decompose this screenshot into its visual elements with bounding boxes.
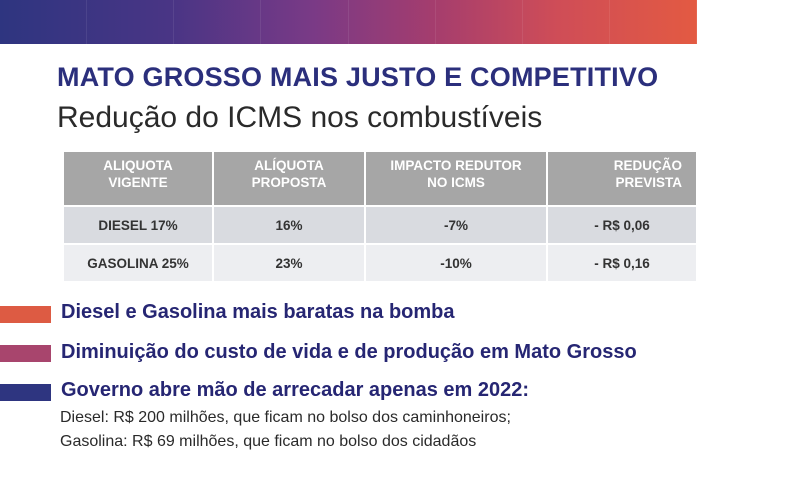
slide-title: MATO GROSSO MAIS JUSTO E COMPETITIVO xyxy=(57,62,659,92)
decorative-gradient-bar xyxy=(0,0,697,44)
icms-table: ALIQUOTA VIGENTE ALÍQUOTA PROPOSTA IMPAC… xyxy=(64,152,696,281)
slide-subtitle: Redução do ICMS nos combustíveis xyxy=(57,101,543,134)
bullet-text-3: Governo abre mão de arrecadar apenas em … xyxy=(61,379,530,401)
bullet-text-1: Diesel e Gasolina mais baratas na bomba xyxy=(61,301,455,323)
header-aliquota-proposta: ALÍQUOTA PROPOSTA xyxy=(213,152,366,206)
cell-impact: -7% xyxy=(365,205,548,244)
detail-gasolina: Gasolina: R$ 69 milhões, que ficam no bo… xyxy=(60,433,477,450)
header-line: NO ICMS xyxy=(427,175,485,190)
header-line: VIGENTE xyxy=(108,175,168,190)
header-line: ALÍQUOTA xyxy=(254,158,324,173)
cell-fuel: DIESEL 17% xyxy=(64,205,214,244)
detail-diesel: Diesel: R$ 200 milhões, que ficam no bol… xyxy=(60,409,511,426)
cell-reduction: - R$ 0,06 xyxy=(547,205,696,244)
header-aliquota-vigente: ALIQUOTA VIGENTE xyxy=(64,152,214,206)
table-header-row: ALIQUOTA VIGENTE ALÍQUOTA PROPOSTA IMPAC… xyxy=(64,152,696,206)
bullet-orange-marker xyxy=(0,306,51,323)
header-line: REDUÇÃO PREVISTA xyxy=(613,158,682,190)
cell-proposed-rate: 23% xyxy=(213,243,366,281)
header-line: IMPACTO REDUTOR xyxy=(390,158,522,173)
bullet-text-2: Diminuição do custo de vida e de produçã… xyxy=(61,341,637,363)
header-reducao-prevista: REDUÇÃO PREVISTA xyxy=(547,152,696,206)
header-line: ALIQUOTA xyxy=(103,158,173,173)
cell-impact: -10% xyxy=(365,243,548,281)
cell-proposed-rate: 16% xyxy=(213,205,366,244)
header-impacto-redutor: IMPACTO REDUTOR NO ICMS xyxy=(365,152,548,206)
cell-reduction: - R$ 0,16 xyxy=(547,243,696,281)
cell-fuel: GASOLINA 25% xyxy=(64,243,214,281)
bullet-rose-marker xyxy=(0,345,51,362)
bullet-navy-marker xyxy=(0,384,51,401)
table-row: DIESEL 17% 16% -7% - R$ 0,06 xyxy=(64,205,696,244)
table-row: GASOLINA 25% 23% -10% - R$ 0,16 xyxy=(64,243,696,281)
header-line: PROPOSTA xyxy=(251,175,327,190)
